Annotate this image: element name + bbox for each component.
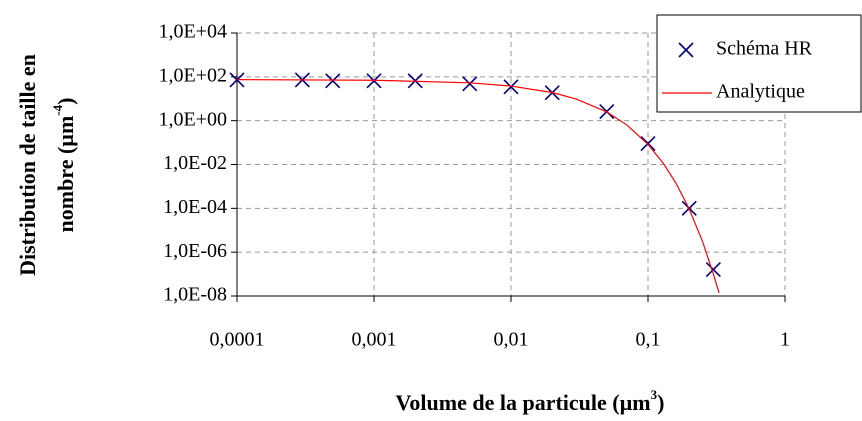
data-point [705, 262, 721, 278]
legend-box [656, 14, 862, 113]
x-tick-label: 0,0001 [210, 329, 265, 351]
y-tick-label: 1,0E+00 [159, 108, 228, 130]
x-tick-label: 0,1 [636, 329, 661, 351]
legend-label: Analytique [716, 81, 805, 103]
x-label-sup: 3 [651, 387, 658, 402]
legend-label: Schéma HR [716, 38, 813, 60]
y-tick-label: 1,0E-06 [163, 240, 227, 262]
data-line [236, 79, 720, 293]
data-point [325, 73, 341, 89]
y-tick-label: 1,0E-04 [163, 196, 227, 218]
x-label-suffix: ) [657, 390, 664, 415]
y-tick-label: 1,0E+04 [159, 21, 228, 43]
y-tick-label: 1,0E+02 [159, 64, 228, 86]
y-axis-label: nombre (µm-4) [50, 98, 78, 233]
y-label-text: nombre (µm [53, 116, 78, 233]
data-point [503, 79, 519, 95]
x-tick-label: 0,001 [352, 329, 397, 351]
legend-marker [678, 42, 694, 58]
y-label-suffix: ) [53, 98, 78, 105]
x-tick-label: 1 [780, 329, 790, 351]
y-tick-label: 1,0E-02 [163, 152, 227, 174]
x-label-text: Volume de la particule (µm [396, 390, 651, 415]
x-tick-label: 0,01 [494, 329, 529, 351]
y-label-sup: -4 [50, 104, 65, 115]
y-axis-label: Distribution de taille en [15, 54, 40, 276]
x-axis-label: Volume de la particule (µm3) [396, 387, 665, 415]
y-tick-label: 1,0E-08 [163, 284, 227, 306]
data-point [462, 76, 478, 92]
